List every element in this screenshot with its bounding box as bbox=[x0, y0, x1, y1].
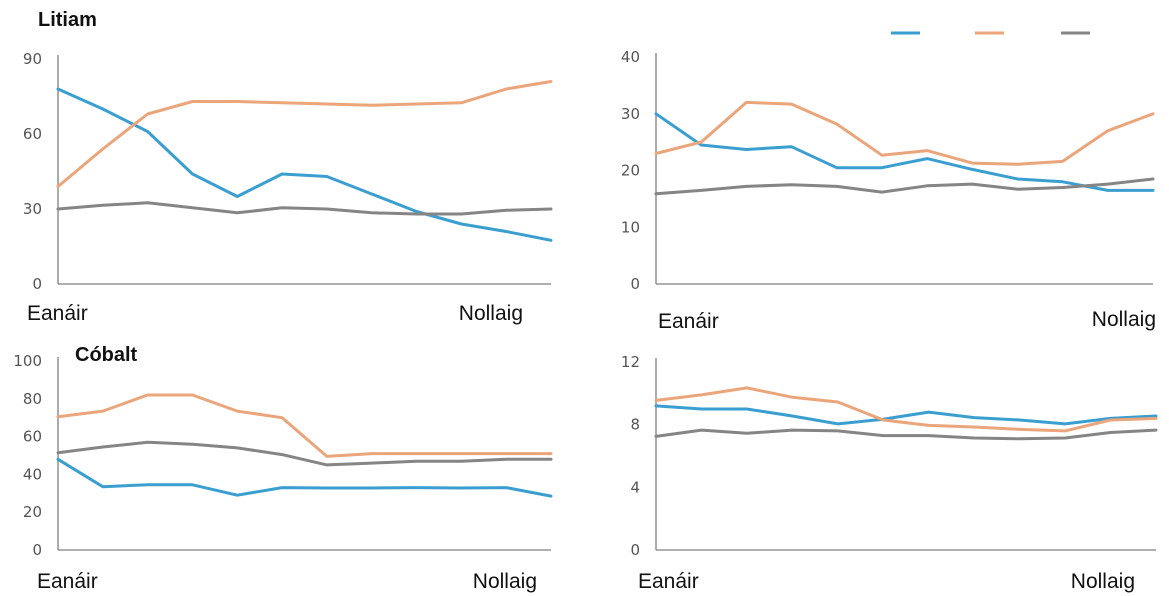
y-tick-label: 60 bbox=[23, 428, 42, 446]
y-tick-label: 0 bbox=[630, 541, 640, 559]
y-tick-label: 60 bbox=[23, 125, 42, 143]
x-end-label: Nollaig bbox=[1092, 308, 1156, 331]
series-line bbox=[654, 386, 1158, 433]
series-line bbox=[56, 440, 553, 467]
series-line bbox=[654, 100, 1155, 166]
y-tick-label: 30 bbox=[621, 105, 640, 123]
series-line bbox=[56, 393, 553, 458]
x-end-label: Nollaig bbox=[459, 302, 523, 325]
y-tick-label: 30 bbox=[23, 200, 42, 218]
series-line bbox=[654, 112, 1155, 192]
y-tick-label: 4 bbox=[630, 478, 640, 496]
y-tick-label: 40 bbox=[23, 465, 42, 483]
x-start-label: Eanáir bbox=[37, 570, 98, 593]
y-tick-label: 0 bbox=[630, 275, 640, 293]
y-tick-label: 40 bbox=[621, 48, 640, 66]
x-start-label: Eanáir bbox=[658, 310, 719, 333]
panel-title: Litiam bbox=[38, 9, 97, 31]
y-tick-label: 12 bbox=[621, 353, 640, 371]
series-line bbox=[56, 201, 553, 216]
y-tick-label: 80 bbox=[23, 390, 42, 408]
x-start-label: Eanáir bbox=[27, 302, 88, 325]
y-tick-label: 0 bbox=[32, 541, 42, 559]
chart-panel-litiam: Litiam 0 30 60 90 Eanáir Nollaig bbox=[23, 9, 553, 325]
series-line bbox=[654, 404, 1158, 426]
series-line bbox=[56, 457, 553, 498]
y-tick-label: 20 bbox=[621, 162, 640, 180]
chart-panel-top-right: 0 10 20 30 40 Eanáir Nollaig bbox=[621, 48, 1156, 333]
y-tick-label: 100 bbox=[13, 352, 42, 370]
y-tick-label: 8 bbox=[630, 416, 640, 434]
panel-title: Cóbalt bbox=[75, 344, 138, 366]
series-line bbox=[654, 428, 1158, 441]
chart-panel-cobalt: Cóbalt 0 20 40 60 80 100 Eanáir Nollaig bbox=[13, 344, 553, 593]
chart-panel-bottom-right: 0 4 8 12 Eanáir Nollaig bbox=[621, 353, 1158, 593]
x-end-label: Nollaig bbox=[473, 570, 537, 593]
x-start-label: Eanáir bbox=[638, 570, 699, 593]
x-end-label: Nollaig bbox=[1071, 570, 1135, 593]
y-tick-label: 90 bbox=[23, 50, 42, 68]
y-tick-label: 20 bbox=[23, 503, 42, 521]
series-line bbox=[654, 177, 1155, 196]
y-tick-label: 0 bbox=[32, 275, 42, 293]
series-line bbox=[56, 87, 553, 242]
y-tick-label: 10 bbox=[621, 218, 640, 236]
series-line bbox=[56, 80, 553, 188]
